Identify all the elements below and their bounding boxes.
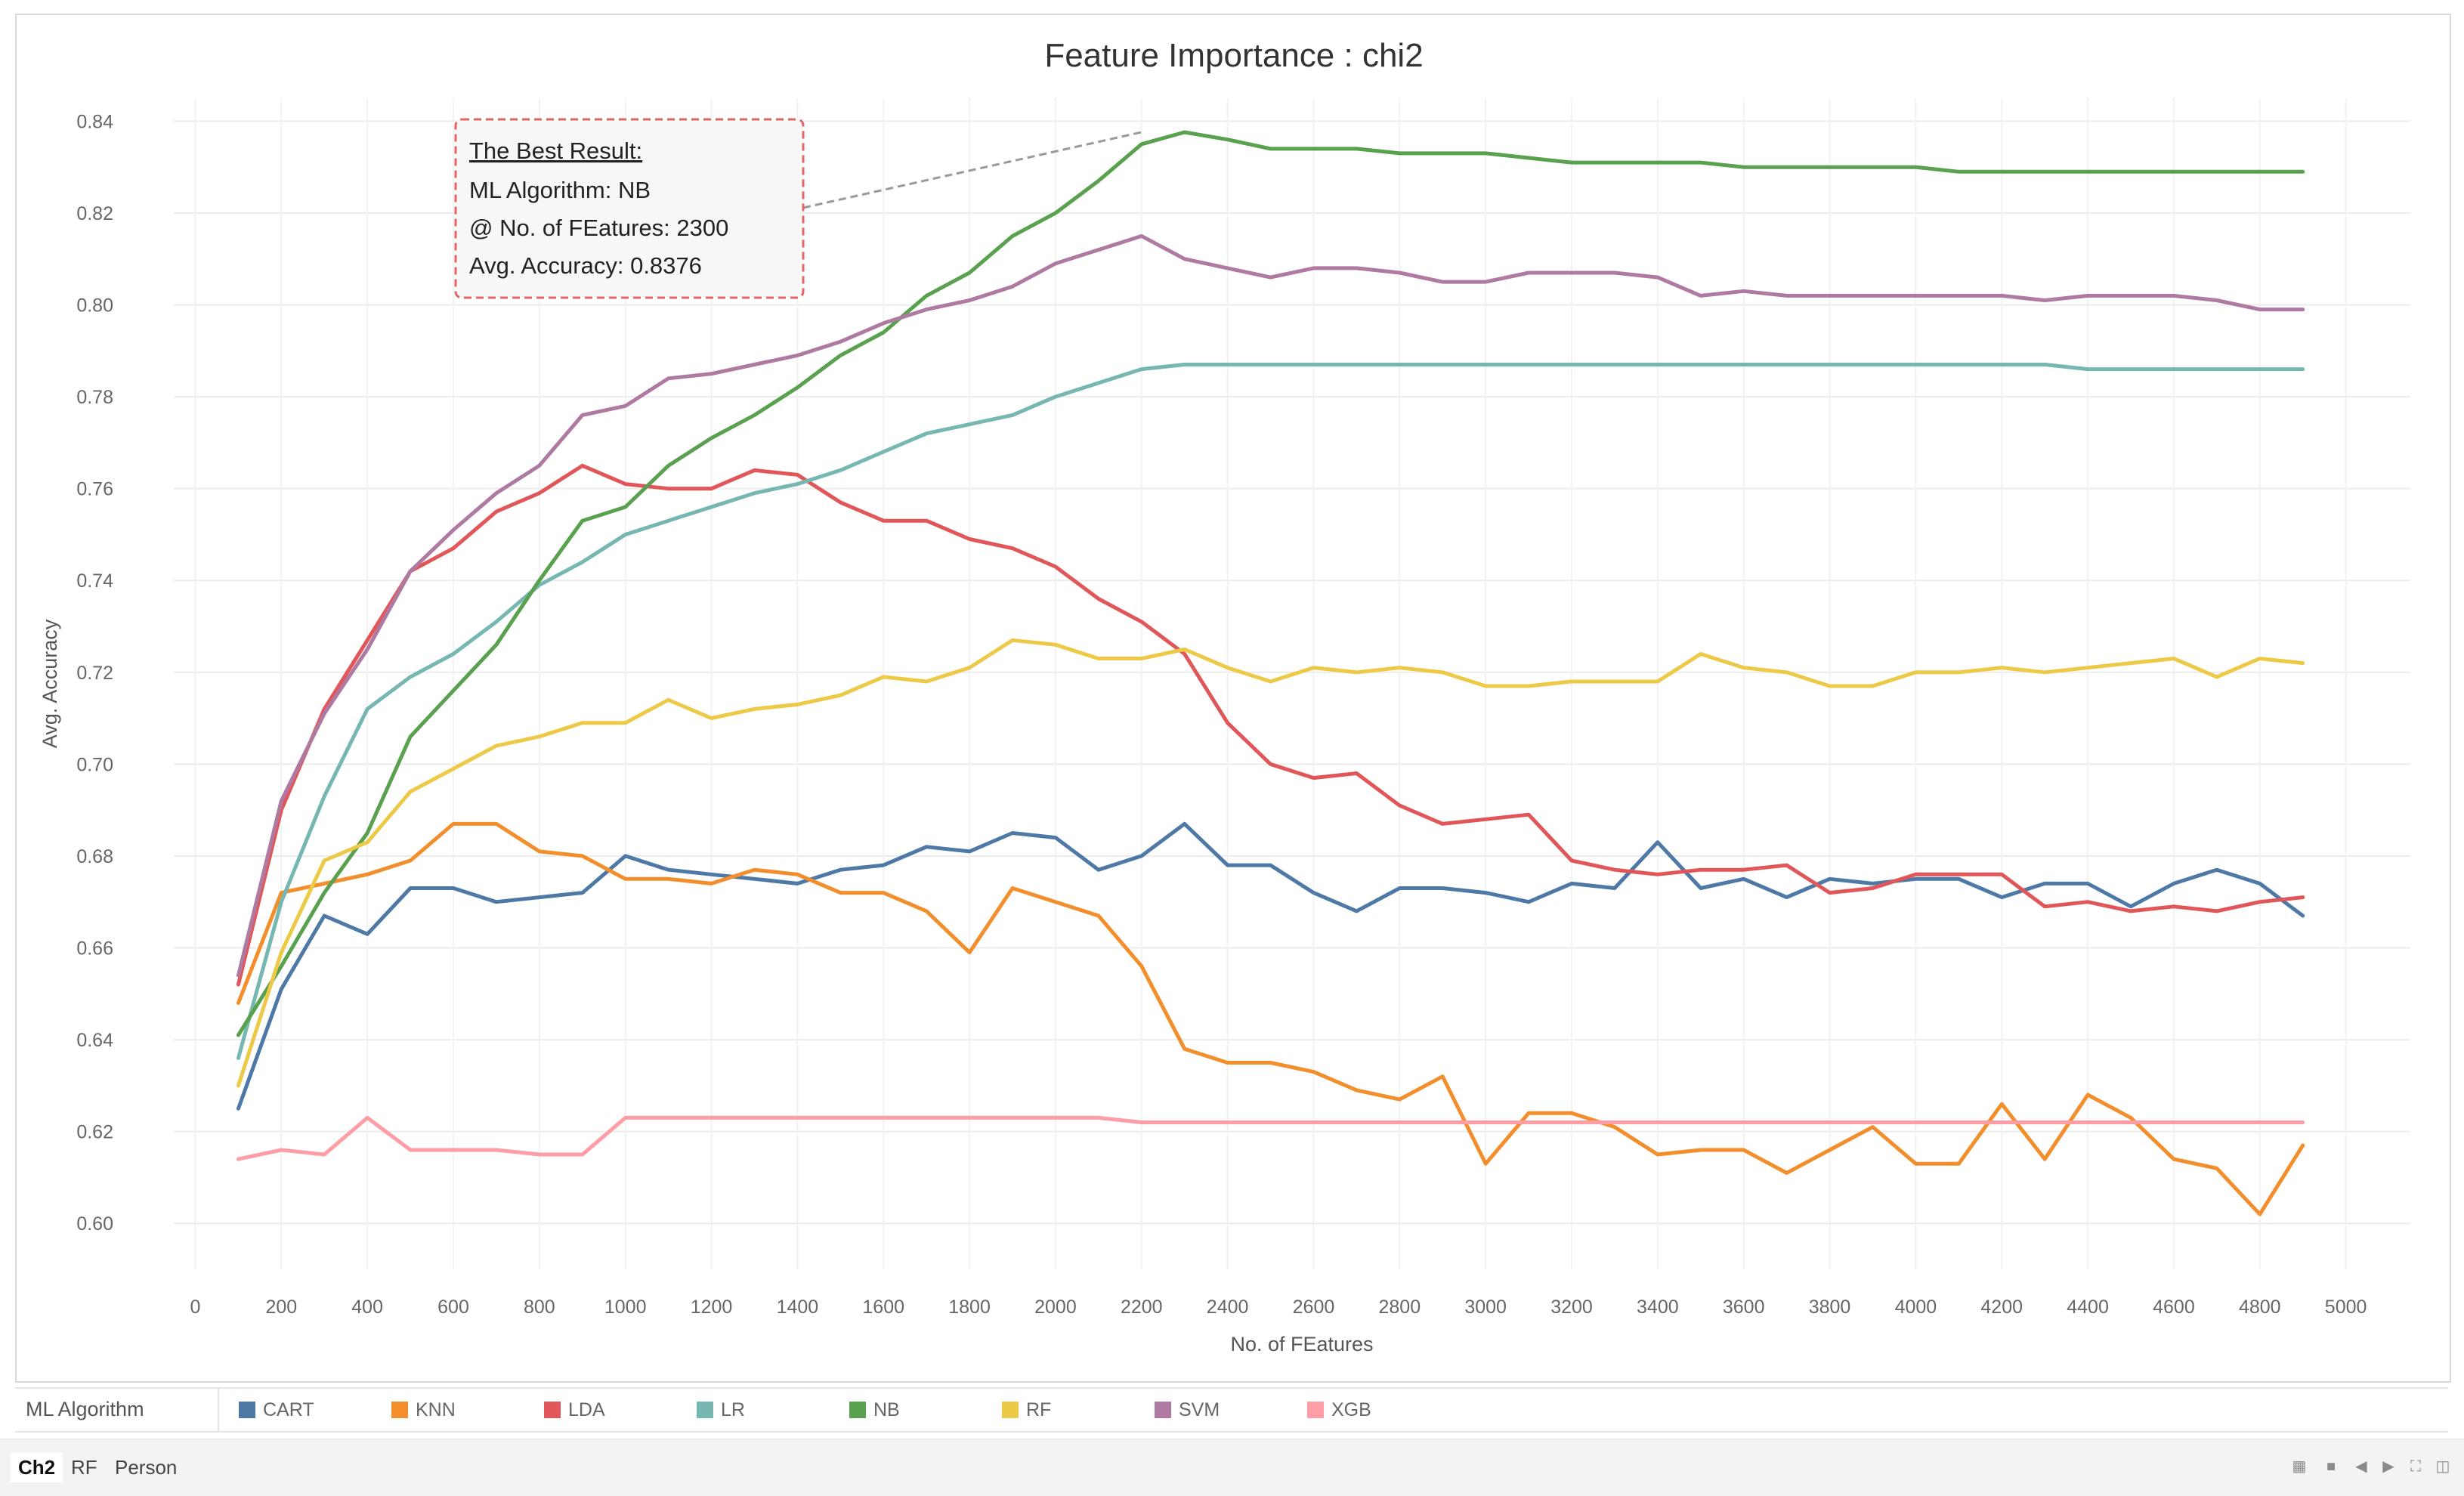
x-tick-label: 4400: [2067, 1297, 2109, 1318]
tab-person[interactable]: Person: [115, 1456, 178, 1479]
annotation-leader-line: [802, 131, 1142, 209]
legend-swatch: [544, 1402, 561, 1418]
series-line-xgb[interactable]: [236, 1115, 2305, 1161]
annotation-line: ML Algorithm: NB: [469, 177, 651, 203]
x-tick-label: 200: [265, 1297, 297, 1318]
y-tick-label: 0.84: [76, 111, 113, 132]
x-tick-label: 4600: [2153, 1297, 2195, 1318]
legend-item-xgb[interactable]: XGB: [1307, 1396, 1371, 1423]
chart-title: Feature Importance : chi2: [1044, 37, 1423, 74]
annotation-box: [454, 118, 805, 299]
x-tick-label: 3600: [1723, 1297, 1765, 1318]
y-tick-label: 0.72: [76, 663, 113, 684]
x-tick-label: 2200: [1121, 1297, 1163, 1318]
legend-item-cart[interactable]: CART: [239, 1396, 314, 1423]
y-tick-label: 0.66: [76, 938, 113, 960]
annotation-line: Avg. Accuracy: 0.8376: [469, 252, 702, 279]
legend-item-nb[interactable]: NB: [849, 1396, 900, 1423]
presentation-icon[interactable]: ◫: [2435, 1458, 2450, 1475]
x-tick-label: 0: [190, 1297, 201, 1318]
x-axis-label: No. of FEatures: [1230, 1333, 1373, 1355]
legend-divider: [218, 1389, 219, 1431]
y-tick-label: 0.74: [76, 570, 113, 592]
tab-rf[interactable]: RF: [71, 1456, 97, 1479]
x-tick-label: 1800: [948, 1297, 991, 1318]
annotation-heading: The Best Result:: [469, 138, 642, 164]
legend-label: NB: [873, 1399, 900, 1420]
legend-item-lr[interactable]: LR: [697, 1396, 745, 1423]
legend-swatch: [391, 1402, 408, 1418]
legend-item-lda[interactable]: LDA: [544, 1396, 605, 1423]
x-tick-label: 5000: [2325, 1297, 2367, 1318]
sheet-tab-strip: Ch2 RF Person ▦ ■ ◀ ▶ ⛶ ◫: [0, 1439, 2464, 1496]
x-tick-label: 4000: [1895, 1297, 1937, 1318]
x-tick-label: 3800: [1809, 1297, 1851, 1318]
x-tick-label: 2400: [1207, 1297, 1249, 1318]
legend-swatch: [849, 1402, 866, 1418]
x-tick-label: 600: [437, 1297, 469, 1318]
fullscreen-icon[interactable]: ⛶: [2410, 1458, 2421, 1475]
x-tick-label: 1600: [862, 1297, 904, 1318]
x-tick-label: 1200: [691, 1297, 733, 1318]
y-tick-label: 0.82: [76, 203, 113, 224]
legend-swatch: [1155, 1402, 1171, 1418]
legend-title: ML Algorithm: [26, 1398, 144, 1420]
y-tick-label: 0.64: [76, 1030, 113, 1051]
y-tick-label: 0.70: [76, 754, 113, 775]
legend-swatch: [239, 1402, 255, 1418]
series-line-rf[interactable]: [236, 638, 2305, 1088]
series-line-knn[interactable]: [236, 821, 2305, 1216]
legend-swatch: [1002, 1402, 1019, 1418]
legend-label: LR: [721, 1399, 745, 1420]
y-tick-label: 0.60: [76, 1213, 113, 1235]
x-tick-label: 3200: [1550, 1297, 1593, 1318]
legend-label: RF: [1026, 1399, 1052, 1420]
x-tick-label: 4200: [1980, 1297, 2023, 1318]
x-tick-label: 3400: [1637, 1297, 1679, 1318]
x-tick-label: 2800: [1378, 1297, 1421, 1318]
series-line-lr[interactable]: [236, 363, 2305, 1060]
y-axis-label: Avg. Accuracy: [39, 619, 61, 748]
y-tick-label: 0.68: [76, 846, 113, 867]
legend-label: LDA: [568, 1399, 605, 1420]
x-tick-label: 3000: [1464, 1297, 1507, 1318]
tab-ch2[interactable]: Ch2: [11, 1453, 63, 1482]
chart-frame: [15, 14, 2451, 1383]
y-tick-label: 0.78: [76, 387, 113, 408]
legend-label: CART: [263, 1399, 314, 1420]
series-line-cart[interactable]: [236, 821, 2305, 1111]
series-line-nb[interactable]: [236, 130, 2305, 1037]
legend-label: SVM: [1179, 1399, 1220, 1420]
series-line-svm[interactable]: [236, 233, 2305, 978]
next-sheet-icon[interactable]: ▶: [2382, 1458, 2394, 1475]
legend-swatch: [697, 1402, 713, 1418]
y-tick-label: 0.80: [76, 295, 113, 317]
x-tick-label: 400: [351, 1297, 383, 1318]
legend-swatch: [1307, 1402, 1324, 1418]
y-tick-label: 0.62: [76, 1122, 113, 1143]
x-tick-label: 1000: [604, 1297, 647, 1318]
grid-view-icon[interactable]: ▦: [2292, 1458, 2307, 1475]
legend-item-knn[interactable]: KNN: [391, 1396, 456, 1423]
legend-item-svm[interactable]: SVM: [1155, 1396, 1220, 1423]
legend: ML Algorithm CART KNN LDA LR NB RF SVM XGB: [15, 1387, 2448, 1433]
x-tick-label: 800: [524, 1297, 555, 1318]
x-tick-label: 1400: [777, 1297, 819, 1318]
series-line-lda[interactable]: [236, 463, 2305, 987]
previous-sheet-icon[interactable]: ◀: [2355, 1458, 2367, 1475]
legend-label: KNN: [416, 1399, 456, 1420]
y-tick-label: 0.76: [76, 479, 113, 500]
x-tick-label: 4800: [2239, 1297, 2281, 1318]
legend-label: XGB: [1331, 1399, 1371, 1420]
annotation-line: @ No. of FEatures: 2300: [469, 215, 728, 241]
legend-item-rf[interactable]: RF: [1002, 1396, 1051, 1423]
x-tick-label: 2000: [1034, 1297, 1077, 1318]
sheet-view-icon[interactable]: ■: [2326, 1458, 2336, 1475]
x-tick-label: 2600: [1293, 1297, 1335, 1318]
